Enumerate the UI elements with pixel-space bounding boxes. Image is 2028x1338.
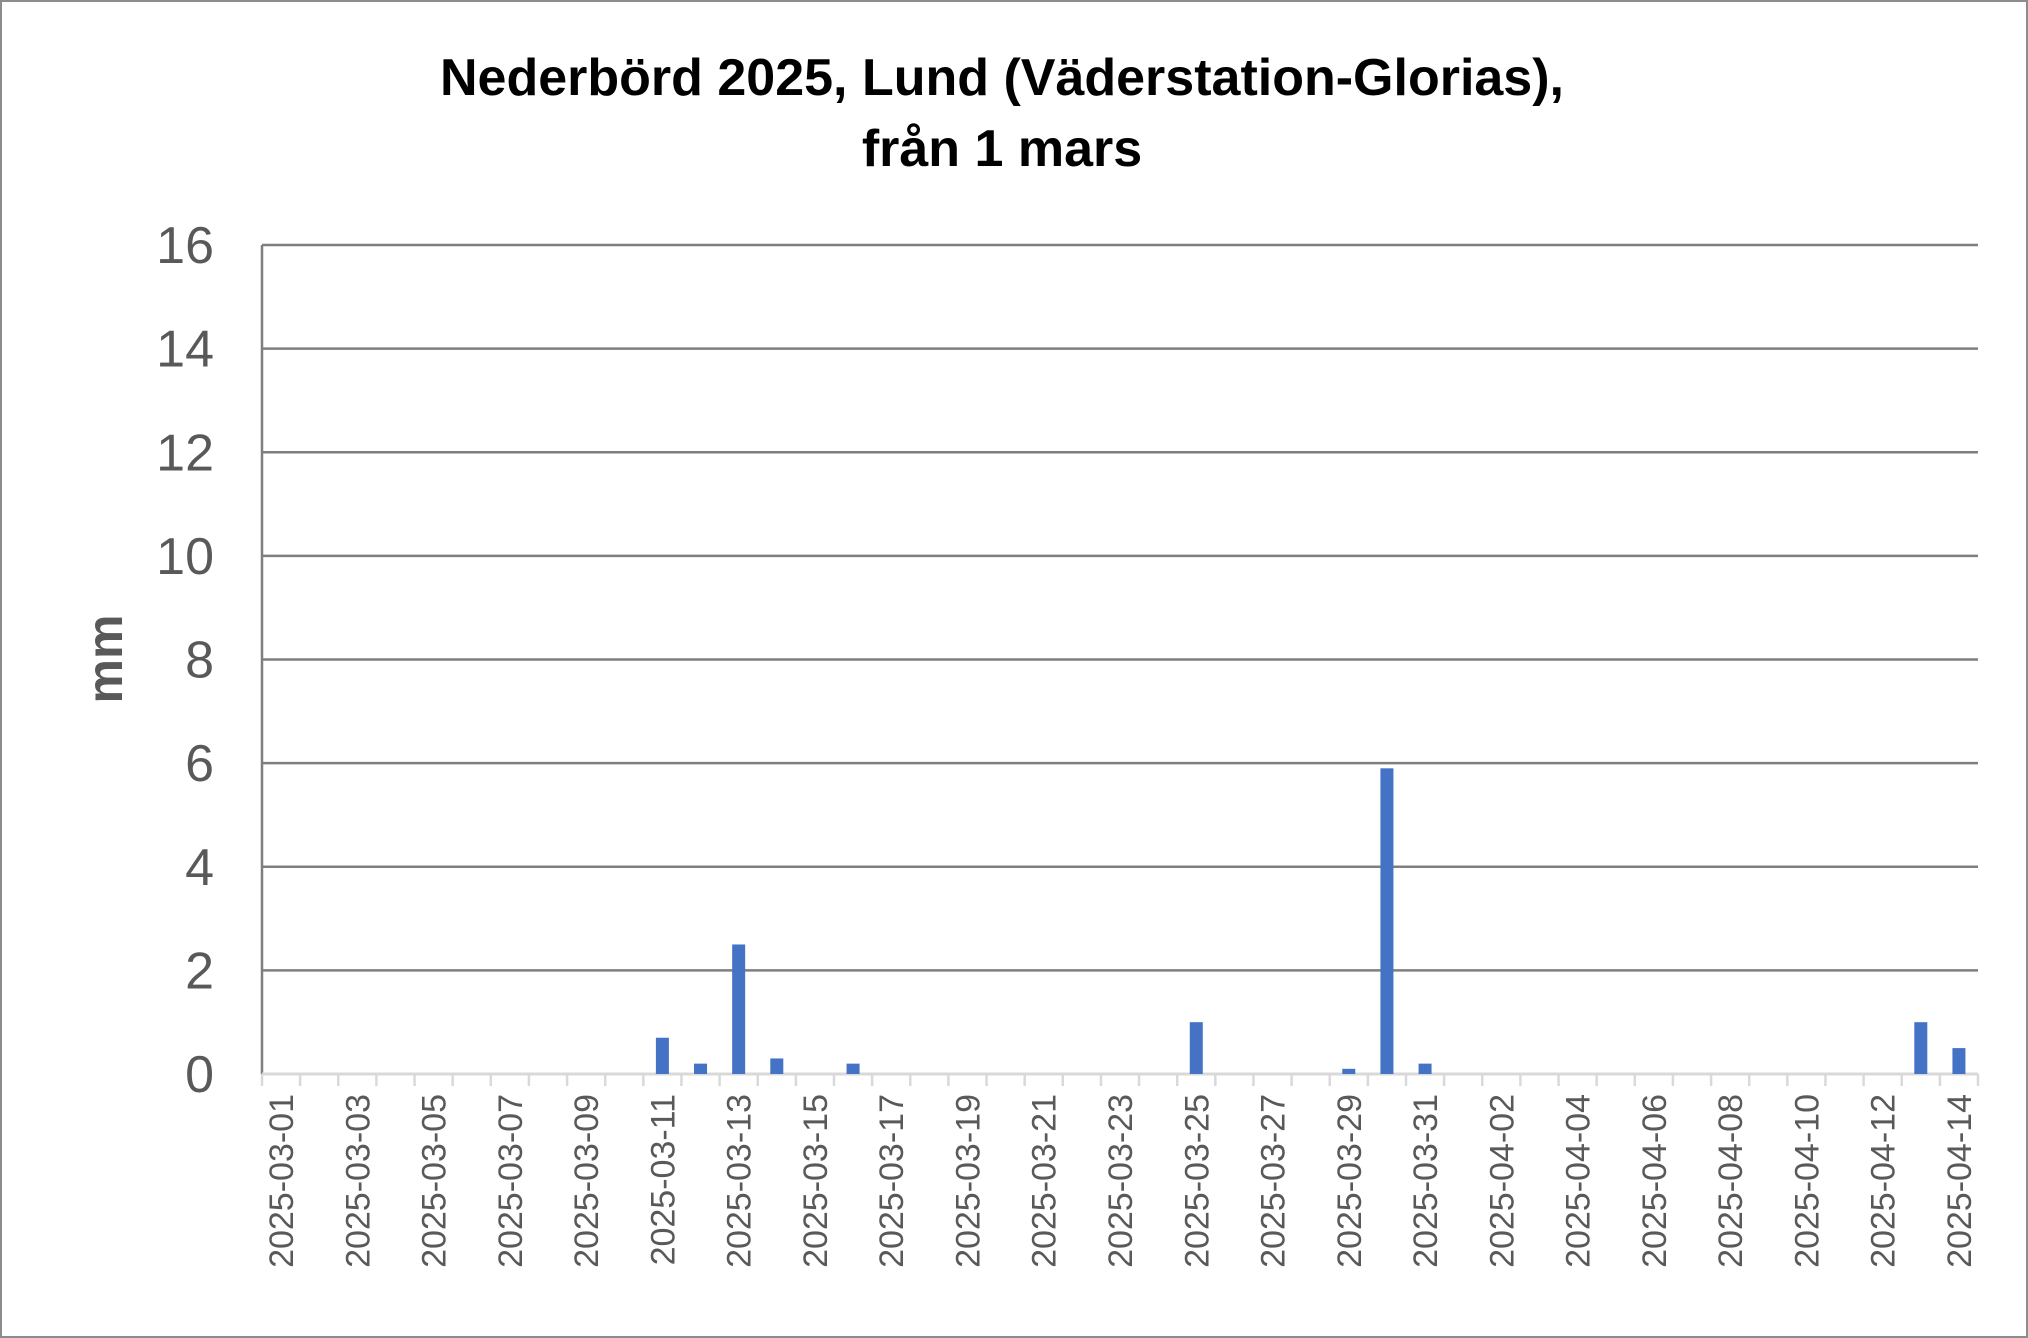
y-tick-label: 14 (156, 321, 214, 379)
bar-2025-03-13 (732, 944, 746, 1074)
y-tick-label: 2 (185, 942, 214, 1000)
x-tick-label: 2025-03-21 (1026, 1094, 1064, 1268)
y-tick-label: 10 (156, 528, 214, 586)
x-tick-label: 2025-03-25 (1178, 1094, 1216, 1268)
y-axis-title: mm (77, 615, 133, 704)
x-tick-label: 2025-03-29 (1331, 1094, 1369, 1268)
x-tick-label: 2025-03-17 (873, 1094, 911, 1268)
x-tick-label: 2025-03-27 (1255, 1094, 1293, 1268)
x-tick-label: 2025-04-08 (1712, 1094, 1750, 1268)
x-tick-label: 2025-04-04 (1560, 1094, 1598, 1268)
x-tick-label: 2025-03-31 (1407, 1094, 1445, 1268)
x-tick-label: 2025-04-14 (1941, 1094, 1979, 1268)
y-tick-label: 16 (156, 217, 214, 275)
y-tick-label: 6 (185, 735, 214, 793)
y-tick-label: 12 (156, 424, 214, 482)
chart-title-line2: från 1 mars (861, 120, 1143, 178)
bar-2025-03-12 (694, 1063, 708, 1074)
x-tick-label: 2025-03-19 (949, 1094, 987, 1268)
x-tick-label: 2025-03-23 (1102, 1094, 1140, 1268)
x-tick-label: 2025-03-03 (339, 1094, 377, 1268)
x-tick-label: 2025-03-07 (492, 1094, 530, 1268)
x-tick-label: 2025-03-09 (568, 1094, 606, 1268)
x-tick-label: 2025-04-10 (1788, 1094, 1826, 1268)
bar-2025-04-13 (1914, 1022, 1928, 1074)
x-tick-label: 2025-04-12 (1865, 1094, 1903, 1268)
bar-2025-03-31 (1418, 1063, 1432, 1074)
y-tick-label: 8 (185, 632, 214, 690)
bar-2025-04-14 (1952, 1048, 1966, 1074)
bar-2025-03-29 (1342, 1068, 1356, 1074)
x-tick-label: 2025-03-15 (797, 1094, 835, 1268)
x-tick-label: 2025-04-06 (1636, 1094, 1674, 1268)
y-tick-label: 0 (185, 1046, 214, 1104)
x-tick-label: 2025-03-05 (416, 1094, 454, 1268)
bar-2025-03-11 (655, 1037, 669, 1074)
bar-2025-03-30 (1380, 768, 1394, 1074)
chart-title-line1: Nederbörd 2025, Lund (Väderstation-Glori… (440, 49, 1564, 107)
y-tick-label: 4 (185, 839, 214, 897)
x-tick-label: 2025-03-13 (721, 1094, 759, 1268)
bar-2025-03-25 (1189, 1022, 1203, 1074)
x-tick-label: 2025-04-02 (1483, 1094, 1521, 1268)
bar-2025-03-16 (846, 1063, 860, 1074)
bar-2025-03-14 (770, 1058, 784, 1074)
x-tick-label: 2025-03-11 (644, 1094, 682, 1265)
x-tick-label: 2025-03-01 (263, 1094, 301, 1268)
